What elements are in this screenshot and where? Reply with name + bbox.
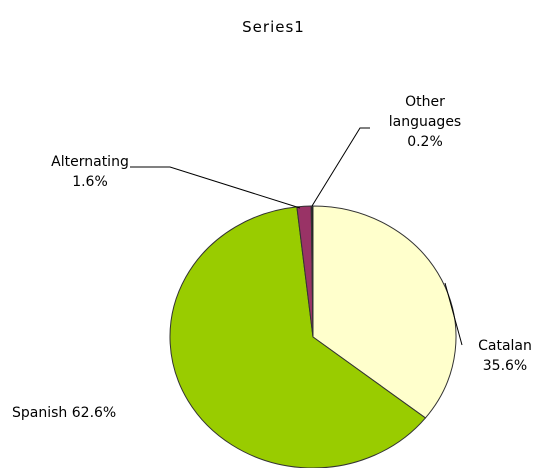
slice-label: Alternating 1.6% [35, 152, 145, 192]
value-label: 0.2% [407, 134, 443, 150]
value-label: 1.6% [72, 174, 108, 190]
category-label: Spanish [12, 405, 68, 421]
slice-label: Spanish 62.6% [12, 403, 116, 423]
category-label: Catalan [478, 338, 532, 354]
category-label: Alternating [51, 154, 129, 170]
slices [169, 205, 457, 468]
value-label: 62.6% [71, 405, 117, 421]
slice-label: Other languages 0.2% [380, 92, 470, 152]
pie-slice [312, 205, 457, 419]
pie-slice [169, 206, 427, 468]
value-label: 35.6% [482, 358, 528, 374]
leader-line [311, 127, 370, 207]
slice-label: Catalan 35.6% [462, 336, 547, 376]
leader-line [444, 282, 463, 346]
chart-title: Series1 [242, 18, 305, 36]
leader-line [130, 166, 301, 209]
category-label: Other languages [388, 94, 462, 130]
